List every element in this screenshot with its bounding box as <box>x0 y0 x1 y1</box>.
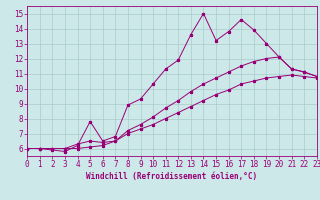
X-axis label: Windchill (Refroidissement éolien,°C): Windchill (Refroidissement éolien,°C) <box>86 172 258 181</box>
